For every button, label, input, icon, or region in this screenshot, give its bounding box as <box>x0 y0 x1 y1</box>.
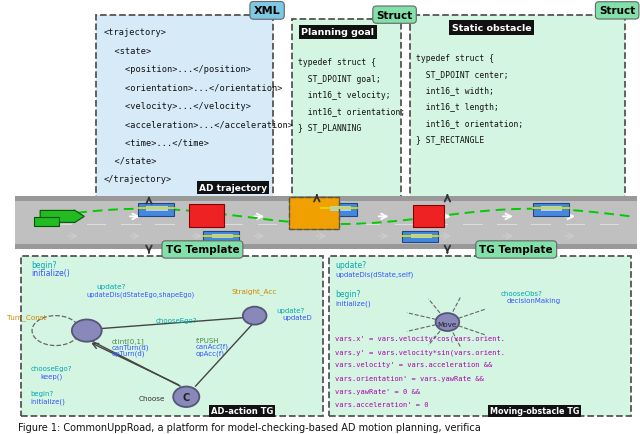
Text: Turn_Const: Turn_Const <box>7 313 46 320</box>
Bar <box>411 234 432 238</box>
Text: opAcc(f): opAcc(f) <box>196 349 225 356</box>
Text: <position>...</position>: <position>...</position> <box>104 65 251 74</box>
Bar <box>15 245 637 250</box>
Text: typedef struct {: typedef struct { <box>298 58 376 67</box>
Text: vars.acceleration' = 0: vars.acceleration' = 0 <box>335 401 429 407</box>
Bar <box>212 234 233 238</box>
Bar <box>289 198 339 230</box>
Bar <box>410 16 625 199</box>
Bar <box>138 204 174 216</box>
Ellipse shape <box>173 387 199 407</box>
Ellipse shape <box>243 307 266 325</box>
Text: <state>: <state> <box>104 47 151 56</box>
Text: canTurn(d): canTurn(d) <box>111 344 149 350</box>
Bar <box>289 198 339 230</box>
Text: TG Template: TG Template <box>479 245 553 255</box>
Text: ST_DPOINT goal;: ST_DPOINT goal; <box>298 74 381 83</box>
Text: vars.velocity' = vars.acceleration &&: vars.velocity' = vars.acceleration && <box>335 362 493 368</box>
Text: Choose: Choose <box>139 395 165 401</box>
Text: </state>: </state> <box>104 157 156 166</box>
Text: update?: update? <box>96 283 125 289</box>
Text: chooseObs?: chooseObs? <box>500 290 542 296</box>
Text: initialize(): initialize() <box>31 269 70 277</box>
Ellipse shape <box>72 320 102 342</box>
Text: Struct: Struct <box>599 7 636 16</box>
Text: canAcc(f): canAcc(f) <box>196 343 228 349</box>
Text: } ST_RECTANGLE: } ST_RECTANGLE <box>416 135 484 144</box>
Text: begin?: begin? <box>31 260 56 269</box>
Text: update?: update? <box>276 308 305 313</box>
Bar <box>321 204 357 216</box>
Text: updateDis(dStateEgo,shapeEgo): updateDis(dStateEgo,shapeEgo) <box>87 290 195 297</box>
Text: vars.x' = vars.velocity*cos(vars.orient.: vars.x' = vars.velocity*cos(vars.orient. <box>335 335 506 342</box>
Bar <box>532 204 569 216</box>
Bar <box>330 207 351 212</box>
Text: updateD: updateD <box>283 315 312 321</box>
Text: <time>...</time>: <time>...</time> <box>104 138 209 147</box>
Text: ST_DPOINT center;: ST_DPOINT center; <box>416 70 509 79</box>
Text: chooseEgo?: chooseEgo? <box>31 365 72 371</box>
Text: int16_t width;: int16_t width; <box>416 86 494 95</box>
Text: AD trajectory: AD trajectory <box>199 184 267 193</box>
Text: Straight_Acc: Straight_Acc <box>232 287 277 294</box>
Bar <box>22 256 323 416</box>
Text: AD-action TG: AD-action TG <box>211 406 273 415</box>
Text: C: C <box>182 392 190 402</box>
Text: vars.orientation' = vars.yawRate &&: vars.orientation' = vars.yawRate && <box>335 375 484 381</box>
Bar <box>15 197 637 202</box>
Bar <box>15 197 637 250</box>
Text: initialize(): initialize() <box>31 398 66 404</box>
Text: Planning goal: Planning goal <box>301 28 374 37</box>
Bar <box>402 231 438 242</box>
Bar <box>96 16 273 199</box>
Bar <box>292 20 401 199</box>
Text: f:PUSH_: f:PUSH_ <box>196 336 223 343</box>
Text: begin?: begin? <box>31 391 54 397</box>
Text: Moving-obstacle TG: Moving-obstacle TG <box>490 406 579 415</box>
Text: vars.y' = vars.velocity*sin(vars.orient.: vars.y' = vars.velocity*sin(vars.orient. <box>335 349 506 355</box>
Bar <box>203 231 239 242</box>
Bar <box>413 205 444 227</box>
Text: d:int[0,1]: d:int[0,1] <box>111 337 145 344</box>
Text: decisionMaking: decisionMaking <box>506 297 561 303</box>
Text: begin?: begin? <box>335 290 361 299</box>
Text: int16_t orientation;: int16_t orientation; <box>416 118 524 128</box>
Text: XML: XML <box>254 7 280 16</box>
Text: int16_t velocity;: int16_t velocity; <box>298 91 391 99</box>
Text: keep(): keep() <box>40 372 62 379</box>
Text: vars.yawRate' = 0 &&: vars.yawRate' = 0 && <box>335 388 420 394</box>
Text: int16_t orientation;: int16_t orientation; <box>298 107 405 116</box>
Bar <box>147 207 168 212</box>
Ellipse shape <box>436 313 460 331</box>
FancyArrow shape <box>40 210 84 223</box>
Bar <box>329 256 631 416</box>
Bar <box>541 207 563 212</box>
Text: opTurn(d): opTurn(d) <box>111 350 145 357</box>
Text: updateDis(dState,self): updateDis(dState,self) <box>335 270 413 277</box>
Text: <acceleration>...</acceleration>: <acceleration>...</acceleration> <box>104 120 292 129</box>
Text: update?: update? <box>335 260 367 269</box>
Text: <trajectory>: <trajectory> <box>104 28 166 37</box>
Text: <velocity>...</velocity>: <velocity>...</velocity> <box>104 102 251 111</box>
Text: int16_t length;: int16_t length; <box>416 102 499 112</box>
Text: Struct: Struct <box>376 10 413 20</box>
Text: TG Template: TG Template <box>166 245 239 255</box>
Text: </trajectory>: </trajectory> <box>104 175 172 184</box>
Text: typedef struct {: typedef struct { <box>416 54 494 63</box>
Text: initialize(): initialize() <box>335 300 371 307</box>
Bar <box>189 204 223 227</box>
Text: <orientation>...</orientation>: <orientation>...</orientation> <box>104 83 282 92</box>
Text: Static obstacle: Static obstacle <box>452 24 531 33</box>
Text: Move: Move <box>438 322 457 327</box>
Bar <box>34 217 59 227</box>
Text: } ST_PLANNING: } ST_PLANNING <box>298 123 362 132</box>
Text: Figure 1: CommonUppRoad, a platform for model-checking-based AD motion planning,: Figure 1: CommonUppRoad, a platform for … <box>19 422 481 432</box>
Text: chooseEgo?: chooseEgo? <box>155 317 196 323</box>
